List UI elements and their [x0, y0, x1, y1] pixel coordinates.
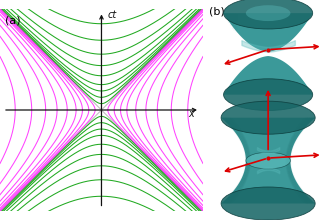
Ellipse shape	[224, 0, 313, 29]
Ellipse shape	[246, 152, 290, 169]
Polygon shape	[289, 118, 313, 204]
Ellipse shape	[221, 187, 315, 220]
Polygon shape	[227, 118, 249, 204]
Text: (a): (a)	[5, 16, 21, 26]
Polygon shape	[224, 13, 225, 16]
Polygon shape	[224, 56, 313, 95]
Polygon shape	[221, 118, 247, 204]
Text: (b): (b)	[209, 7, 224, 16]
Polygon shape	[221, 118, 315, 204]
Text: ct: ct	[107, 10, 116, 20]
Ellipse shape	[221, 101, 315, 134]
Ellipse shape	[224, 79, 313, 110]
Polygon shape	[288, 118, 312, 204]
Polygon shape	[225, 118, 248, 204]
Polygon shape	[223, 118, 248, 204]
Polygon shape	[289, 118, 315, 204]
Polygon shape	[224, 13, 313, 52]
Ellipse shape	[246, 5, 290, 21]
Polygon shape	[287, 118, 310, 204]
Polygon shape	[229, 118, 250, 204]
Text: x: x	[188, 109, 194, 119]
Polygon shape	[286, 118, 308, 204]
